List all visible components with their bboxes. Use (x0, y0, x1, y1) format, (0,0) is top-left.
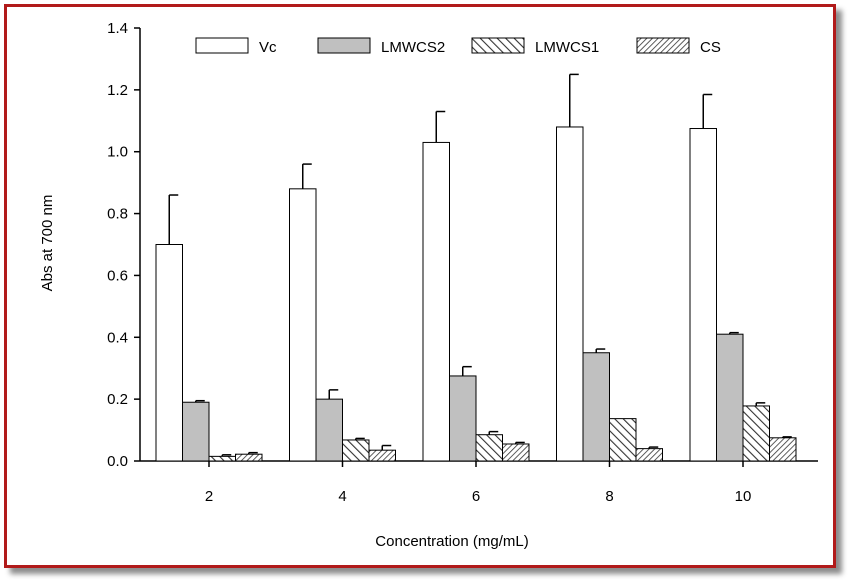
y-tick-label: 0.4 (107, 329, 128, 346)
bar-cs-4 (368, 449, 396, 462)
bar-lmwcs2-6 (449, 375, 477, 462)
bar-lmwcs1-4 (342, 439, 370, 462)
y-tick-label: 1.4 (107, 20, 128, 37)
bar-lmwcs2-4 (315, 398, 343, 462)
x-tick-label: 4 (338, 488, 346, 505)
bar-lmwcs2-10 (716, 333, 744, 462)
bar-lmwcs1-10 (742, 405, 770, 462)
y-tick-label: 0.6 (107, 267, 128, 284)
legend-label-vc: Vc (259, 39, 277, 56)
x-tick-label: 8 (605, 488, 613, 505)
y-axis-label: Abs at 700 nm (39, 195, 56, 292)
legend-swatch-lmwcs2 (317, 37, 371, 54)
x-tick-label: 10 (735, 488, 752, 505)
y-tick-label: 1.2 (107, 82, 128, 99)
x-tick-label: 2 (205, 488, 213, 505)
y-tick-label: 0.2 (107, 391, 128, 408)
bar-lmwcs1-8 (609, 418, 637, 462)
bar-cs-10 (769, 437, 797, 462)
y-tick-label: 1.0 (107, 144, 128, 161)
legend-label-lmwcs1: LMWCS1 (535, 39, 599, 56)
bar-lmwcs1-2 (208, 455, 236, 462)
bar-lmwcs2-2 (182, 401, 210, 462)
bar-vc-8 (556, 126, 584, 462)
y-ticks: 0.0 0.2 0.4 0.6 0.8 1.0 1.2 1.4 (107, 20, 140, 470)
legend: Vc LMWCS2 LMWCS1 CS (195, 37, 721, 56)
legend-label-cs: CS (700, 39, 721, 56)
x-axis-label: Concentration (mg/mL) (375, 533, 528, 550)
bar-vc-6 (422, 141, 450, 462)
bar-cs-8 (635, 448, 663, 462)
bar-lmwcs1-6 (475, 434, 503, 462)
bar-vc-2 (155, 244, 183, 462)
bar-cs-6 (502, 443, 530, 462)
bar-lmwcs2-8 (582, 352, 610, 462)
legend-swatch-cs (636, 37, 690, 54)
bar-vc-4 (289, 188, 317, 462)
x-tick-label: 6 (472, 488, 480, 505)
x-ticks: 2 4 6 8 10 (205, 461, 752, 505)
legend-swatch-lmwcs1 (471, 37, 525, 54)
legend-swatch-vc (195, 37, 249, 54)
bars (155, 126, 797, 462)
legend-label-lmwcs2: LMWCS2 (381, 39, 445, 56)
y-tick-label: 0.8 (107, 206, 128, 223)
bar-vc-10 (689, 128, 717, 462)
y-tick-label: 0.0 (107, 453, 128, 470)
error-bars (168, 73, 792, 457)
bar-cs-2 (235, 453, 263, 462)
